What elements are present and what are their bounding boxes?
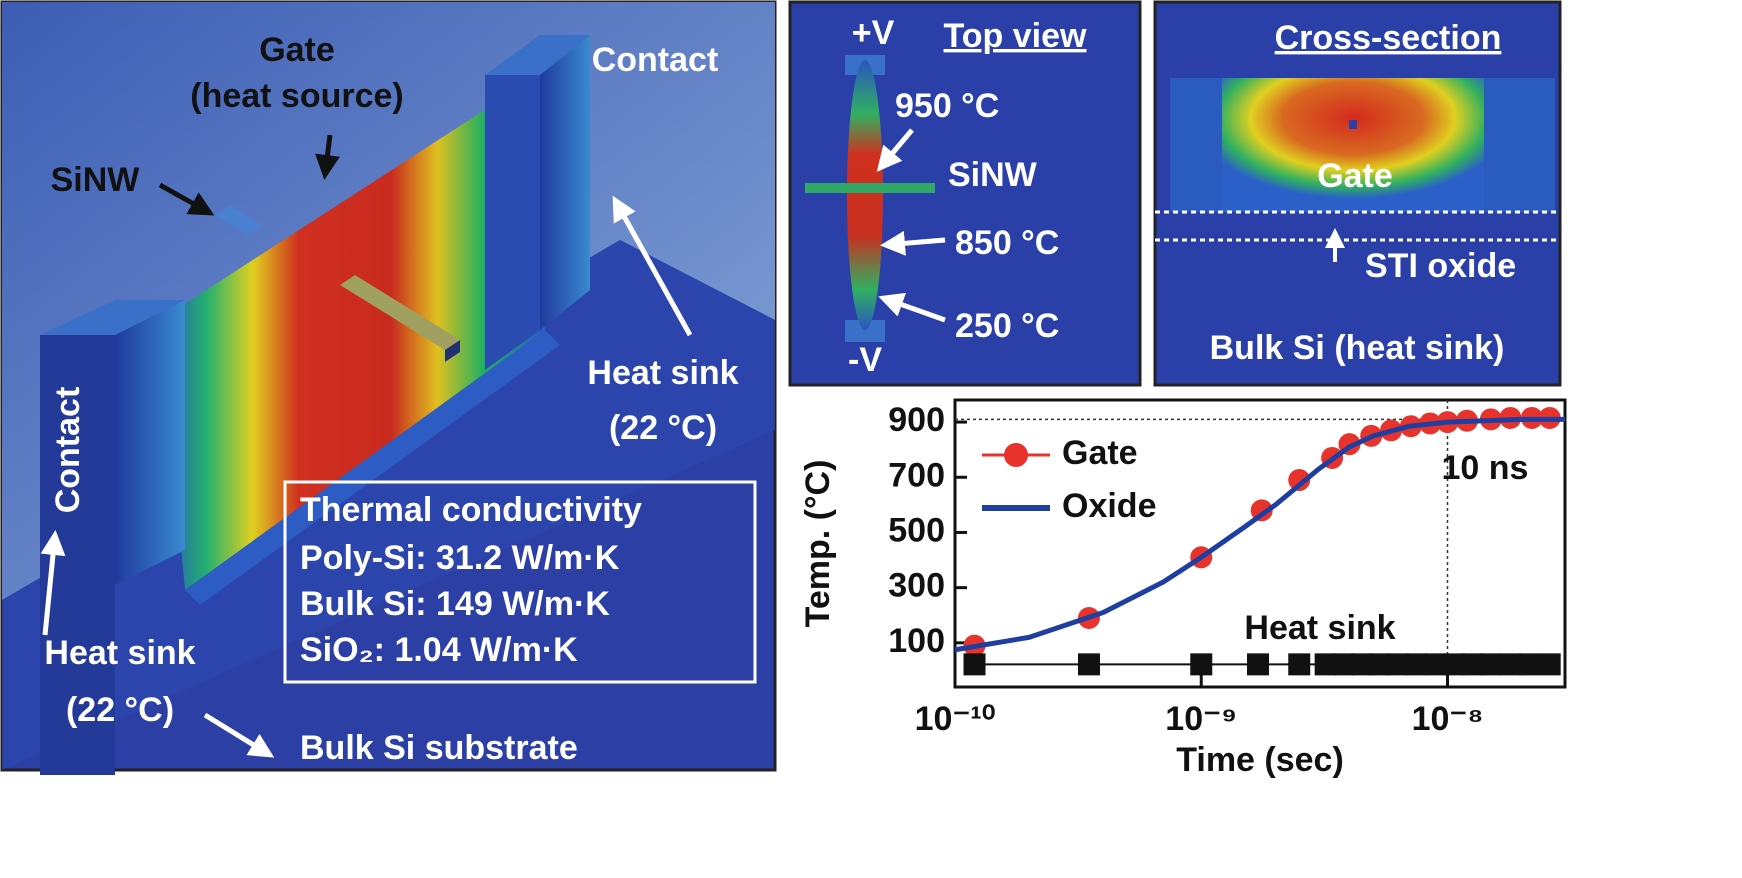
- data-point: [1190, 653, 1212, 675]
- y-tick-label: 500: [888, 511, 945, 549]
- conductivity-row: Bulk Si: 149 W/m·K: [300, 585, 610, 623]
- sinw-label: SiNW: [51, 161, 141, 199]
- cross-section: Cross-section Gate STI oxide Bulk Si (he…: [1155, 2, 1560, 385]
- contact-label: Contact: [49, 387, 87, 514]
- figure: Gate (heat source) Contact SiNW Heat sin…: [0, 0, 1742, 878]
- oxide-label: STI oxide: [1365, 247, 1516, 285]
- data-point: [1288, 653, 1310, 675]
- contact-label: Contact: [592, 41, 719, 79]
- plus-label: +V: [852, 14, 895, 52]
- y-tick-label: 300: [888, 567, 945, 605]
- temp-label: 250 °C: [955, 307, 1059, 345]
- gate-note: (heat source): [190, 77, 404, 115]
- sinw-label: SiNW: [948, 156, 1038, 194]
- heat-sink-label: Heat sink: [587, 354, 738, 392]
- bulk-label: Bulk Si (heat sink): [1210, 329, 1505, 367]
- legend-label: Oxide: [1062, 487, 1156, 525]
- page: Gate (heat source) Contact SiNW Heat sin…: [0, 0, 1742, 878]
- y-axis-title: Temp. (°C): [799, 460, 837, 628]
- panel-title: Top view: [944, 17, 1087, 55]
- data-point: [1499, 653, 1521, 675]
- y-tick-label: 900: [888, 401, 945, 439]
- data-point: [1078, 653, 1100, 675]
- data-point: [1539, 653, 1561, 675]
- gate-label: Gate: [1317, 157, 1393, 195]
- device-view: Gate (heat source) Contact SiNW Heat sin…: [2, 2, 775, 775]
- legend-label: Gate: [1062, 434, 1138, 472]
- top-view: +V Top view 950 °C SiNW 850 °C 250 °C -V: [790, 2, 1140, 385]
- x-tick-label: 10⁻¹⁰: [915, 700, 996, 738]
- conductivity-row: SiO₂: 1.04 W/m·K: [300, 631, 578, 669]
- temp-label: 950 °C: [895, 87, 999, 125]
- gate-label: Gate: [259, 31, 335, 69]
- y-tick-label: 700: [888, 456, 945, 494]
- legend-marker: [1004, 443, 1028, 467]
- conductivity-row: Poly-Si: 31.2 W/m·K: [300, 539, 620, 577]
- data-point: [1518, 653, 1540, 675]
- heat-sink-temp: (22 °C): [609, 409, 717, 447]
- data-point: [963, 653, 985, 675]
- x-tick-label: 10⁻⁹: [1165, 700, 1237, 738]
- minus-label: -V: [848, 341, 882, 379]
- data-point: [1480, 653, 1502, 675]
- x-axis-title: Time (sec): [1176, 741, 1344, 779]
- substrate-label: Bulk Si substrate: [300, 729, 578, 767]
- temp-label: 850 °C: [955, 224, 1059, 262]
- heat-sink-label: Heat sink: [44, 634, 195, 672]
- series-label: Heat sink: [1244, 609, 1395, 647]
- x-tick-label: 10⁻⁸: [1412, 700, 1484, 738]
- annotation: 10 ns: [1442, 449, 1529, 487]
- conductivity-title: Thermal conductivity: [300, 491, 642, 529]
- panel-title: Cross-section: [1275, 19, 1502, 57]
- chart: 100 300 500 700 900 10⁻¹⁰ 10⁻⁹ 10⁻⁸ Time (sec) Te…: [799, 400, 1565, 779]
- heat-sink-temp: (22 °C): [66, 691, 174, 729]
- data-point: [1247, 653, 1269, 675]
- y-tick-label: 100: [888, 622, 945, 660]
- data-point: [1406, 653, 1428, 675]
